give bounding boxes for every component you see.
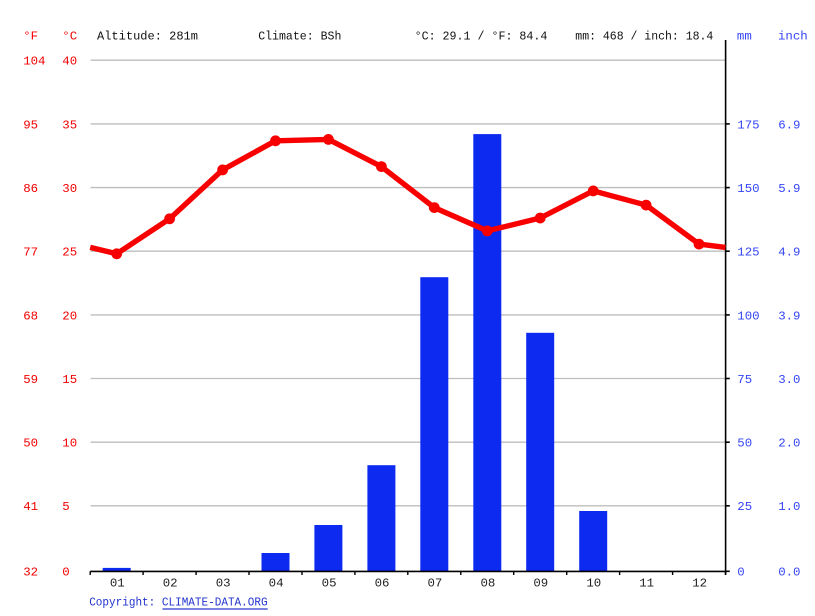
svg-text:1.0: 1.0 xyxy=(778,500,800,514)
svg-text:2.0: 2.0 xyxy=(778,437,800,451)
svg-text:40: 40 xyxy=(62,55,77,69)
svg-text:50: 50 xyxy=(737,437,752,451)
svg-text:68: 68 xyxy=(23,309,38,323)
svg-text:0: 0 xyxy=(737,566,744,580)
svg-text:3.0: 3.0 xyxy=(778,373,800,387)
svg-text:77: 77 xyxy=(23,246,38,260)
svg-text:15: 15 xyxy=(62,373,77,387)
svg-text:mm: 468 / inch: 18.4: mm: 468 / inch: 18.4 xyxy=(575,30,713,44)
svg-text:02: 02 xyxy=(163,576,178,590)
svg-text:86: 86 xyxy=(23,182,38,196)
svg-text:125: 125 xyxy=(737,246,759,260)
svg-text:104: 104 xyxy=(23,55,45,69)
svg-text:150: 150 xyxy=(737,182,759,196)
svg-text:3.9: 3.9 xyxy=(778,309,800,323)
svg-text:50: 50 xyxy=(23,437,38,451)
svg-text:5: 5 xyxy=(62,500,69,514)
svg-text:41: 41 xyxy=(23,500,38,514)
svg-text:12: 12 xyxy=(692,576,707,590)
svg-text:20: 20 xyxy=(62,309,77,323)
svg-text:0: 0 xyxy=(62,566,69,580)
svg-text:10: 10 xyxy=(62,437,77,451)
svg-text:°C: 29.1 / °F: 84.4: °C: 29.1 / °F: 84.4 xyxy=(415,30,548,44)
svg-text:0.0: 0.0 xyxy=(778,566,800,580)
svg-text:100: 100 xyxy=(737,309,759,323)
svg-text:01: 01 xyxy=(110,576,125,590)
svg-text:25: 25 xyxy=(62,246,77,260)
svg-text:10: 10 xyxy=(586,576,601,590)
svg-text:35: 35 xyxy=(62,118,77,132)
svg-text:59: 59 xyxy=(23,373,38,387)
svg-text:inch: inch xyxy=(778,30,808,44)
svg-text:Climate: BSh: Climate: BSh xyxy=(258,30,341,44)
svg-text:mm: mm xyxy=(737,30,752,44)
svg-text:03: 03 xyxy=(216,576,231,590)
svg-text:25: 25 xyxy=(737,500,752,514)
svg-text:Copyright: CLIMATE-DATA.ORG: Copyright: CLIMATE-DATA.ORG xyxy=(89,595,267,609)
svg-text:4.9: 4.9 xyxy=(778,246,800,260)
svg-text:05: 05 xyxy=(322,576,337,590)
svg-text:Altitude: 281m: Altitude: 281m xyxy=(97,30,198,44)
svg-text:5.9: 5.9 xyxy=(778,182,800,196)
svg-text:95: 95 xyxy=(23,118,38,132)
svg-text:06: 06 xyxy=(375,576,390,590)
svg-text:6.9: 6.9 xyxy=(778,118,800,132)
svg-text:175: 175 xyxy=(737,118,759,132)
svg-text:°F: °F xyxy=(23,30,38,44)
svg-text:09: 09 xyxy=(533,576,548,590)
svg-text:32: 32 xyxy=(23,566,38,580)
svg-text:°C: °C xyxy=(62,30,77,44)
svg-text:04: 04 xyxy=(269,576,284,590)
svg-text:30: 30 xyxy=(62,182,77,196)
svg-text:75: 75 xyxy=(737,373,752,387)
svg-text:07: 07 xyxy=(427,576,442,590)
svg-text:08: 08 xyxy=(480,576,495,590)
svg-text:11: 11 xyxy=(639,576,654,590)
